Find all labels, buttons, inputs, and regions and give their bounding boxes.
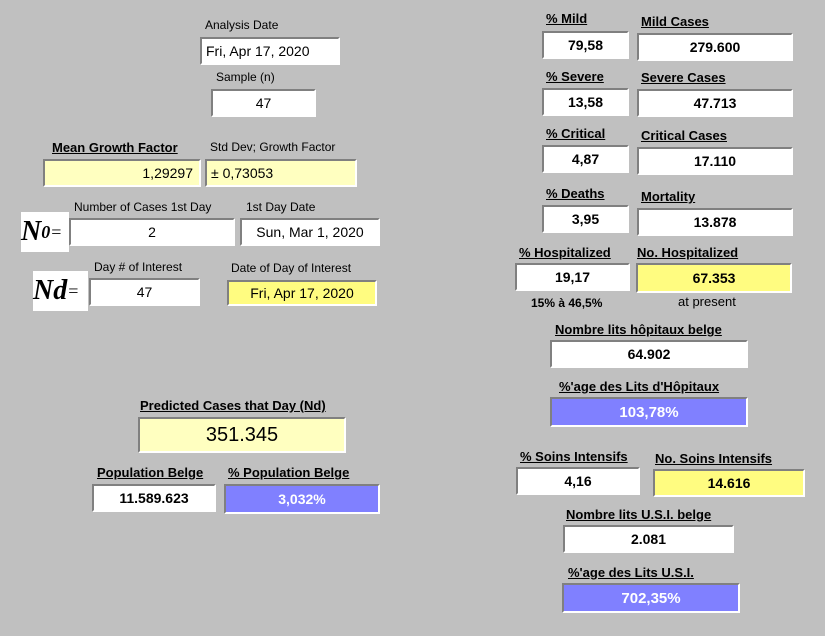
nd-letter: Nd bbox=[33, 275, 68, 306]
pct-critical-label: % Critical bbox=[546, 126, 606, 141]
pct-deaths-label: % Deaths bbox=[546, 186, 605, 201]
pct-icu-beds-label: %'age des Lits U.S.I. bbox=[568, 565, 694, 580]
icu-beds-field: 2.081 bbox=[563, 525, 734, 553]
nd-symbol: Nd = bbox=[33, 271, 88, 311]
pct-mild-label: % Mild bbox=[546, 11, 588, 26]
pct-population-field: 3,032% bbox=[224, 484, 380, 514]
pct-severe-field[interactable]: 13,58 bbox=[542, 88, 629, 116]
at-present-note: at present bbox=[678, 294, 736, 309]
pct-critical-field[interactable]: 4,87 bbox=[542, 145, 629, 173]
hospital-beds-field: 64.902 bbox=[550, 340, 748, 368]
pct-hospitalized-label: % Hospitalized bbox=[519, 245, 611, 260]
no-hospitalized-field: 67.353 bbox=[636, 263, 792, 293]
hospital-beds-label: Nombre lits hôpitaux belge bbox=[555, 322, 722, 337]
mild-cases-label: Mild Cases bbox=[641, 14, 709, 29]
cases-first-day-field[interactable]: 2 bbox=[69, 218, 235, 246]
pct-icu-label: % Soins Intensifs bbox=[520, 449, 628, 464]
icu-beds-label: Nombre lits U.S.I. belge bbox=[566, 507, 712, 522]
pct-icu-field[interactable]: 4,16 bbox=[516, 467, 640, 495]
date-interest-field: Fri, Apr 17, 2020 bbox=[227, 280, 377, 306]
pct-hospital-beds-field: 103,78% bbox=[550, 397, 748, 427]
cases-first-day-label: Number of Cases 1st Day bbox=[74, 200, 212, 214]
n0-subscript: 0 bbox=[41, 221, 51, 242]
predicted-label: Predicted Cases that Day (Nd) bbox=[140, 398, 326, 413]
day-interest-label: Day # of Interest bbox=[94, 260, 183, 274]
critical-cases-label: Critical Cases bbox=[641, 128, 727, 143]
mean-growth-label: Mean Growth Factor bbox=[52, 140, 178, 155]
pct-hospital-beds-label: %'age des Lits d'Hôpitaux bbox=[559, 379, 720, 394]
mortality-field: 13.878 bbox=[637, 208, 793, 236]
sample-field[interactable]: 47 bbox=[211, 89, 316, 117]
pct-hospitalized-field[interactable]: 19,17 bbox=[515, 263, 630, 291]
severe-cases-field: 47.713 bbox=[637, 89, 793, 117]
nd-equals: = bbox=[68, 280, 79, 301]
pct-mild-field[interactable]: 79,58 bbox=[542, 31, 629, 59]
day-interest-field[interactable]: 47 bbox=[89, 278, 200, 306]
pct-icu-beds-field: 702,35% bbox=[562, 583, 740, 613]
first-day-date-field[interactable]: Sun, Mar 1, 2020 bbox=[240, 218, 380, 246]
predicted-field: 351.345 bbox=[138, 417, 346, 453]
pct-severe-label: % Severe bbox=[546, 69, 604, 84]
n0-equals: = bbox=[51, 221, 62, 242]
analysis-date-field[interactable]: Fri, Apr 17, 2020 bbox=[200, 37, 340, 65]
analysis-date-label: Analysis Date bbox=[205, 18, 279, 32]
std-dev-field[interactable]: ± 0,73053 bbox=[205, 159, 357, 187]
no-icu-label: No. Soins Intensifs bbox=[655, 451, 773, 466]
std-dev-label: Std Dev; Growth Factor bbox=[210, 140, 336, 154]
pct-population-label: % Population Belge bbox=[228, 465, 350, 480]
first-day-date-label: 1st Day Date bbox=[246, 200, 316, 214]
mean-growth-field[interactable]: 1,29297 bbox=[43, 159, 201, 187]
severe-cases-label: Severe Cases bbox=[641, 70, 726, 85]
no-icu-field: 14.616 bbox=[653, 469, 805, 497]
mortality-label: Mortality bbox=[641, 189, 696, 204]
date-interest-label: Date of Day of Interest bbox=[231, 261, 352, 275]
mild-cases-field: 279.600 bbox=[637, 33, 793, 61]
critical-cases-field: 17.110 bbox=[637, 147, 793, 175]
hospitalized-range: 15% à 46,5% bbox=[531, 296, 603, 310]
population-field: 11.589.623 bbox=[92, 484, 216, 512]
pct-deaths-field[interactable]: 3,95 bbox=[542, 205, 629, 233]
no-hospitalized-label: No. Hospitalized bbox=[637, 245, 739, 260]
sample-label: Sample (n) bbox=[216, 70, 275, 84]
n0-symbol: N 0 = bbox=[21, 212, 69, 252]
n0-letter: N bbox=[21, 216, 42, 247]
population-label: Population Belge bbox=[97, 465, 204, 480]
